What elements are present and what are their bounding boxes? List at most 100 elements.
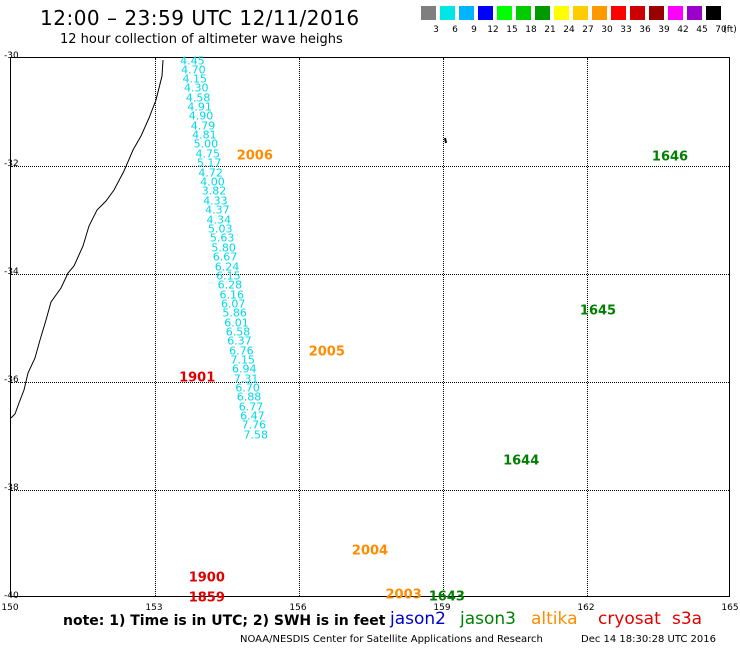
wave-height-value: 6.77 [238, 400, 264, 414]
pass-time-label: 2003 [385, 587, 422, 603]
wave-height-value: 6.58 [225, 325, 251, 339]
scale-swatch [421, 6, 436, 20]
scale-swatch [516, 6, 531, 20]
wave-height-value: 3.82 [201, 184, 227, 198]
latitude-label: -32 [4, 159, 19, 169]
wave-height-value: 7.58 [243, 428, 269, 442]
wave-height-value: 7.15 [230, 353, 256, 367]
scale-label: 21 [544, 25, 556, 35]
wave-height-value: 4.15 [182, 72, 208, 86]
scale-label: 6 [452, 25, 458, 35]
latitude-gridline [11, 166, 729, 167]
legend-altika: altika [531, 609, 578, 629]
pass-time-label: 1646 [651, 149, 689, 165]
scale-label: 3 [433, 25, 439, 35]
longitude-label: 162 [577, 603, 595, 613]
scale-swatch [649, 6, 664, 20]
longitude-label: 165 [721, 603, 739, 613]
wave-height-value: 6.67 [212, 250, 238, 264]
wave-height-value: 6.07 [220, 297, 246, 311]
latitude-gridline [11, 382, 729, 383]
wave-height-value: 4.75 [195, 147, 221, 161]
map-panel [10, 57, 730, 597]
pass-time-label: 2005 [308, 344, 345, 360]
scale-label: 24 [563, 25, 575, 35]
wave-height-value: 5.17 [196, 156, 222, 170]
wave-height-value: 4.34 [206, 213, 232, 227]
wave-height-value: 4.90 [188, 109, 214, 123]
longitude-label: 153 [145, 603, 163, 613]
pass-time-label: 2006 [236, 148, 273, 164]
wave-height-value: 4.70 [181, 63, 206, 77]
scale-label: 12 [487, 25, 499, 35]
wave-height-value: 6.76 [229, 344, 254, 358]
wave-height-value: 4.45 [180, 54, 205, 68]
wave-height-value: 6.16 [219, 288, 245, 302]
scale-unit: (ft) [723, 25, 737, 35]
scale-swatch [497, 6, 512, 20]
scale-label: 39 [658, 25, 670, 35]
pass-time-label: 1643 [428, 589, 465, 605]
coastline [11, 59, 164, 419]
coastline-layer [11, 59, 447, 419]
wave-height-value: 6.47 [240, 409, 265, 423]
latitude-label: -40 [4, 591, 19, 601]
scale-label: 30 [601, 25, 613, 35]
wave-height-value: 4.58 [185, 91, 211, 105]
wave-height-value: 4.33 [203, 194, 228, 208]
scale-swatch [592, 6, 607, 20]
scale-label: 9 [471, 25, 477, 35]
scale-swatch [706, 6, 721, 20]
legend-jason2: jason2 [390, 609, 446, 629]
longitude-gridline [299, 58, 300, 596]
scale-swatch [554, 6, 569, 20]
legend-cryosat: cryosat [598, 609, 661, 629]
wave-height-value: 4.79 [190, 119, 216, 133]
pass-time-label: 1901 [179, 370, 216, 386]
note-text: note: 1) Time is in UTC; 2) SWH is in fe… [63, 613, 386, 629]
pass-time-label: 1644 [503, 453, 540, 469]
scale-swatch [478, 6, 493, 20]
island-mark [444, 137, 447, 144]
scale-label: 36 [639, 25, 651, 35]
wave-height-value: 6.88 [236, 390, 262, 404]
wave-height-value: 6.37 [227, 334, 252, 348]
wave-height-value: 5.80 [211, 241, 236, 255]
scale-label: 42 [677, 25, 689, 35]
wave-height-value: 5.63 [209, 231, 235, 245]
wave-height-value: 5.03 [207, 222, 233, 236]
scale-label: 45 [696, 25, 708, 35]
latitude-label: -38 [4, 483, 19, 493]
wave-height-value: 6.01 [224, 316, 249, 330]
wave-height-value: 6.94 [231, 362, 257, 376]
longitude-label: 156 [289, 603, 307, 613]
scale-swatch [630, 6, 645, 20]
legend-s3a: s3a [672, 609, 703, 629]
scale-swatch [573, 6, 588, 20]
latitude-gridline [11, 274, 729, 275]
wave-height-value: 6.24 [214, 260, 240, 274]
credit-line: NOAA/NESDIS Center for Satellite Applica… [240, 634, 543, 645]
scale-label: 70 [715, 25, 727, 35]
pass-time-label: 1900 [188, 570, 225, 586]
pass-time-label: 1859 [188, 590, 225, 606]
pass-time-label: 2004 [351, 543, 389, 559]
scale-swatch [668, 6, 683, 20]
longitude-label: 150 [1, 603, 19, 613]
wave-height-value: 7.31 [233, 372, 259, 386]
wave-height-value: 4.37 [205, 203, 230, 217]
map-subtitle: 12 hour collection of altimeter wave hei… [60, 32, 343, 47]
map-title: 12:00 – 23:59 UTC 12/11/2016 [40, 6, 360, 30]
wave-height-value: 4.81 [192, 128, 217, 142]
longitude-gridline [587, 58, 588, 596]
longitude-gridline [443, 58, 444, 596]
latitude-gridline [11, 490, 729, 491]
pass-time-label: 1645 [579, 303, 617, 319]
latitude-label: -36 [4, 375, 19, 385]
scale-swatch [687, 6, 702, 20]
scale-label: 18 [525, 25, 537, 35]
wave-height-value: 6.70 [235, 381, 260, 395]
generated-timestamp: Dec 14 18:30:28 UTC 2016 [581, 634, 716, 645]
scale-swatch [459, 6, 474, 20]
wave-height-value: 4.30 [183, 81, 209, 95]
